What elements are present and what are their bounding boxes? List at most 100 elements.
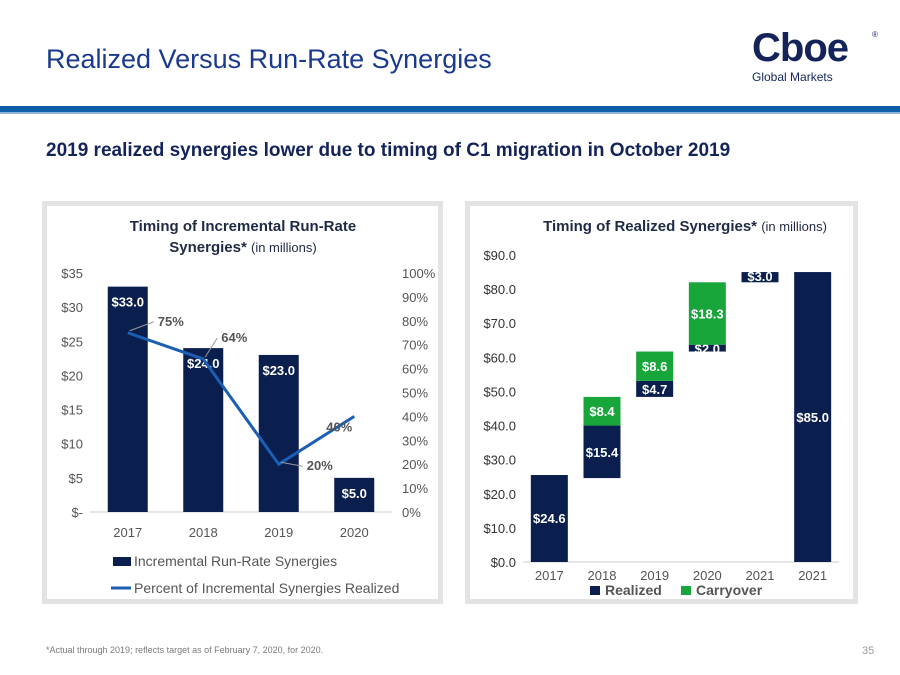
chart-title-units: (in millions) [761,219,827,234]
legend-label-line: Percent of Incremental Synergies Realize… [134,580,399,596]
chart-title-units: (in millions) [251,240,317,255]
y-tick-label: $80.0 [483,282,516,297]
line-label-leader [129,321,154,332]
y-tick-label: $25 [61,334,83,349]
bar-data-label: $85.0 [796,410,829,425]
legend-swatch-bars [113,557,131,566]
bar-2020-carryover [688,282,726,345]
x-tick-label: 2020 [340,525,369,540]
y2-tick-label: 100% [402,266,436,281]
bar-2019 [258,354,299,512]
page-title: Realized Versus Run-Rate Synergies [46,44,492,74]
legend-swatch-realized [590,586,600,595]
chart-title-line2: Synergies* (in millions) [169,239,316,256]
logo-tagline: Global Markets [752,70,833,84]
chart-title-bold: Timing of Realized Synergies* [543,218,761,235]
y-tick-label: $70.0 [483,316,516,331]
bar-2021-realized [794,272,832,562]
y-tick-label: $90.0 [483,248,516,263]
y-tick-label: $30.0 [483,453,516,468]
line-data-label: 40% [326,419,352,434]
bar-data-label: $15.4 [586,445,619,460]
header-divider-light [0,112,900,114]
bar-2017-realized [530,475,568,562]
x-tick-label: 2021 [746,568,775,583]
bar-2017 [107,286,148,512]
bar-2019-carryover [636,351,674,381]
bar-data-label: $3.0 [747,269,772,284]
y-tick-label: $0.0 [491,555,516,570]
y-tick-label: $60.0 [483,350,516,365]
y2-tick-label: 20% [402,457,428,472]
legend-label-bars: Incremental Run-Rate Synergies [134,553,337,569]
line-data-label: 75% [158,314,184,329]
x-tick-label: 2018 [189,525,218,540]
y2-tick-label: 40% [402,409,428,424]
bar-2020-realized [688,344,726,352]
legend-label-carryover: Carryover [696,582,763,598]
cboe-logo: Cboe ® Global Markets [752,26,882,86]
y2-tick-label: 30% [402,433,428,448]
percent-realized-line [127,331,356,467]
y-tick-label: $35 [61,266,83,281]
slide-subtitle: 2019 realized synergies lower due to tim… [46,140,731,161]
y2-tick-label: 60% [402,362,428,377]
y-tick-label: $20 [61,368,83,383]
y2-tick-label: 70% [402,338,428,353]
x-tick-label: 2020 [693,568,722,583]
realized-chart-panel: Timing of Realized Synergies* (in millio… [465,201,858,604]
y-tick-label: $40.0 [483,419,516,434]
bar-data-label: $24.0 [187,356,220,371]
page-number: 35 [862,645,875,657]
bar-2018-realized [583,425,621,479]
y-tick-label: $10 [61,437,83,452]
realized-chart: Timing of Realized Synergies* (in millio… [483,218,839,598]
line-data-label: 20% [307,458,333,473]
header-divider [0,106,900,112]
bar-2018 [183,348,224,512]
x-tick-label: 2017 [535,568,564,583]
y2-tick-label: 90% [402,290,428,305]
bar-2020 [334,477,375,512]
y-tick-label: $- [71,505,83,520]
bar-data-label: $24.6 [533,511,566,526]
y-tick-label: $10.0 [483,521,516,536]
chart-title-line1: Timing of Incremental Run-Rate [130,218,356,235]
run-rate-chart-panel: Timing of Incremental Run-Rate Synergies*… [42,201,443,604]
y-tick-label: $30 [61,300,83,315]
logo-wordmark: Cboe [752,26,849,70]
y-tick-label: $50.0 [483,384,516,399]
chart-title: Timing of Realized Synergies* (in millio… [543,218,827,235]
y-tick-label: $5 [69,471,83,486]
x-tick-label: 2019 [264,525,293,540]
y2-tick-label: 10% [402,481,428,496]
y-tick-label: $20.0 [483,487,516,502]
run-rate-chart: Timing of Incremental Run-Rate Synergies*… [61,218,436,596]
bar-2021-realized [741,272,779,283]
bar-data-label: $8.4 [589,404,615,419]
bar-data-label: $23.0 [262,363,295,378]
bar-data-label: $18.3 [691,307,724,322]
bar-data-label: $2.0 [695,342,720,357]
bar-2019-realized [636,380,674,397]
y2-tick-label: 50% [402,386,428,401]
bar-data-label: $8.6 [642,359,667,374]
bar-data-label: $5.0 [342,486,367,501]
y-tick-label: $15 [61,403,83,418]
y2-tick-label: 0% [402,505,421,520]
bar-data-label: $4.7 [642,382,667,397]
y2-tick-label: 80% [402,314,428,329]
line-label-leader [204,337,218,358]
footnote: *Actual through 2019; reflects target as… [46,645,324,655]
x-tick-label: 2018 [588,568,617,583]
x-tick-label: 2017 [113,525,142,540]
legend-label-realized: Realized [605,582,662,598]
logo-registered-mark: ® [872,30,878,39]
chart-title-bold: Synergies* [169,239,251,256]
bar-2018-carryover [583,396,621,426]
line-data-label: 64% [221,330,247,345]
bar-data-label: $33.0 [111,295,144,310]
legend-swatch-carryover [681,586,691,595]
line-label-leader [280,461,303,467]
x-tick-label: 2021 [798,568,827,583]
